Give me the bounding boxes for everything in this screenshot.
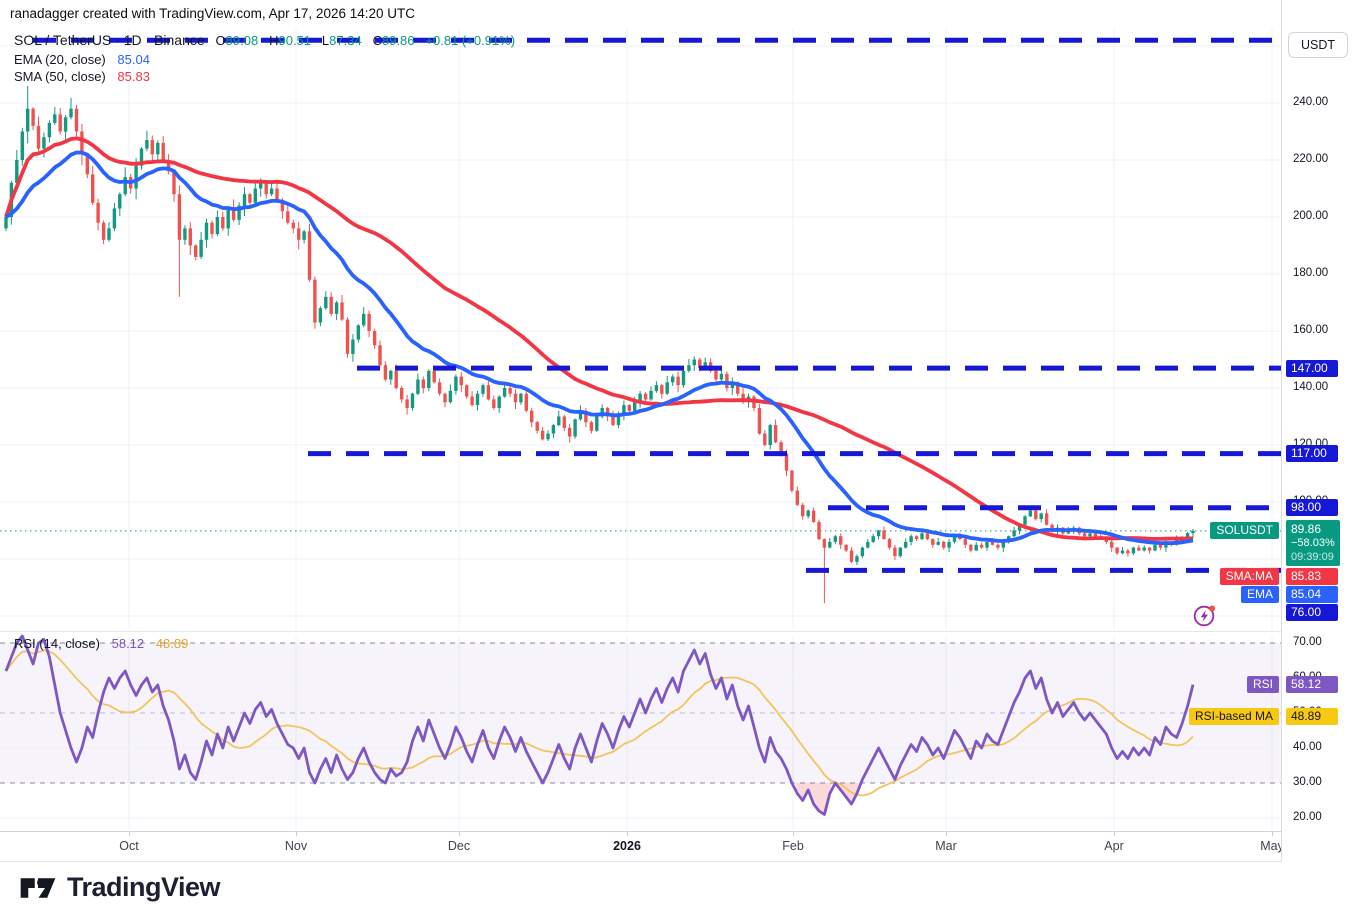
price-axis-tick: 180.00	[1293, 266, 1329, 279]
price-axis-tick: 160.00	[1293, 323, 1329, 336]
rsi-ma-value: 48.89	[155, 636, 189, 651]
price-flag-level-98: 98.00	[1286, 499, 1338, 517]
time-axis-tick	[627, 832, 628, 836]
time-axis-label-2026: 2026	[613, 839, 641, 853]
tradingview-logo[interactable]: TradingView	[18, 872, 221, 903]
time-axis-tick	[296, 832, 297, 836]
attribution-watermark: ranadagger created with TradingView.com,…	[10, 6, 415, 21]
rsi-axis-tick: 30.00	[1293, 775, 1322, 788]
time-axis-tick	[459, 832, 460, 836]
pane-divider[interactable]	[0, 631, 1358, 632]
sma-legend[interactable]: SMA (50, close) 85.83	[14, 69, 150, 84]
rsi-tag: RSI	[1246, 676, 1279, 694]
sma-price-flag: 85.83	[1286, 568, 1338, 585]
low-value: 87.34	[329, 33, 362, 48]
price-flag-level-117: 117.00	[1286, 445, 1338, 463]
time-axis-label-Nov: Nov	[284, 839, 308, 853]
sma-label: SMA (50, close)	[14, 69, 106, 84]
time-axis-label-Oct: Oct	[119, 839, 139, 853]
tradingview-logo-text: TradingView	[67, 872, 221, 902]
time-axis[interactable]: Oct Nov Dec 2026 Feb Mar Apr May	[0, 831, 1281, 862]
ema-label: EMA (20, close)	[14, 52, 106, 67]
close-value: 89.86	[381, 33, 415, 48]
price-axis-tick: 220.00	[1293, 152, 1329, 165]
time-axis-label-Mar: Mar	[935, 839, 957, 853]
rsi-axis-tick: 70.00	[1293, 635, 1322, 648]
ema-price-flag: 85.04	[1286, 586, 1338, 603]
rsi-legend[interactable]: RSI (14, close) 58.12 48.89	[14, 636, 188, 651]
time-axis-label-Apr: Apr	[1104, 839, 1124, 853]
price-axis[interactable]: USDT 240.00 220.00 200.00 180.00 160.00 140.0…	[1281, 0, 1358, 862]
last-price-change-pct: −58.03%	[1291, 536, 1335, 549]
time-axis-label-May: May	[1260, 839, 1281, 853]
rsi-axis-tick: 40.00	[1293, 740, 1322, 753]
high-label: H	[269, 33, 279, 48]
price-axis-tick: 200.00	[1293, 209, 1329, 222]
bar-countdown: 09:39:09	[1291, 550, 1334, 563]
rsi-value: 58.12	[111, 636, 145, 651]
price-axis-tick: 240.00	[1293, 95, 1329, 108]
low-label: L	[321, 33, 330, 48]
rsi-value-flag: 58.12	[1286, 676, 1338, 694]
last-price-flag: 89.86 −58.03% 09:39:09	[1286, 519, 1340, 566]
price-flag-level-76: 76.00	[1286, 604, 1338, 621]
open-label: O	[215, 33, 226, 48]
time-axis-tick	[1272, 832, 1273, 836]
rsi-ma-value-flag: 48.89	[1286, 708, 1338, 726]
symbol-legend[interactable]: SOL / TetherUS · 1D · Binance O89.08 H90…	[14, 32, 515, 48]
open-value: 89.08	[225, 33, 259, 48]
ema-value: 85.04	[117, 52, 150, 67]
close-label: C	[372, 33, 382, 48]
ema-legend[interactable]: EMA (20, close) 85.04	[14, 52, 150, 67]
time-axis-label-Dec: Dec	[447, 839, 471, 853]
sma-value: 85.83	[117, 69, 150, 84]
change-value: +0.81 (+0.91%)	[425, 33, 516, 48]
time-axis-label-Feb: Feb	[782, 839, 804, 853]
last-price-value: 89.86	[1291, 521, 1322, 536]
rsi-axis-tick: 20.00	[1293, 810, 1322, 823]
flash-action-button[interactable]	[1192, 602, 1218, 628]
sma-tag: SMA:MA	[1219, 568, 1279, 585]
footer-bar: TradingView	[0, 862, 1358, 919]
time-axis-tick	[946, 832, 947, 836]
price-flag-level-147: 147.00	[1286, 359, 1338, 377]
price-axis-tick: 140.00	[1293, 380, 1329, 393]
series-tag: SOLUSDT	[1210, 522, 1279, 539]
time-axis-tick	[1114, 832, 1115, 836]
tradingview-logo-icon	[20, 877, 56, 898]
lightning-icon	[1193, 605, 1215, 627]
time-axis-tick	[129, 832, 130, 836]
time-axis-tick	[793, 832, 794, 836]
rsi-label: RSI (14, close)	[14, 636, 100, 651]
rsi-ma-tag: RSI-based MA	[1188, 708, 1279, 726]
high-value: 90.51	[278, 33, 312, 48]
ema-tag: EMA	[1240, 586, 1279, 603]
currency-button[interactable]: USDT	[1288, 32, 1348, 58]
symbol-title: SOL / TetherUS · 1D · Binance	[14, 32, 205, 48]
